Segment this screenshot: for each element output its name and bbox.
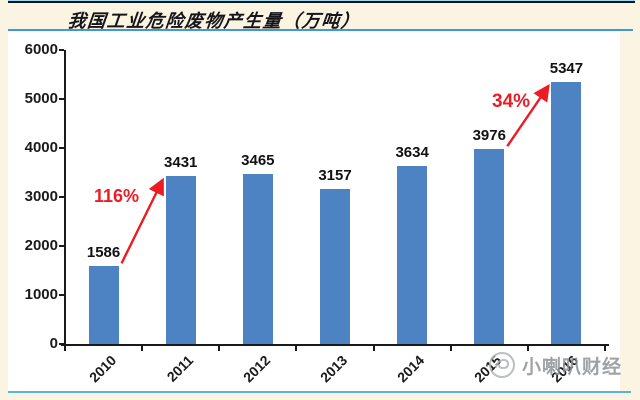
bar-2016 [551, 81, 582, 344]
bar-2012 [242, 174, 273, 344]
y-axis-tick-mark [59, 245, 64, 247]
bar-value-label: 3157 [318, 167, 352, 185]
top-border-highlight-line [8, 0, 635, 1]
y-axis-tick-label: 5000 [24, 90, 58, 107]
y-axis-tick-mark [59, 343, 64, 345]
y-axis-tick-label: 1000 [24, 286, 58, 303]
y-axis-tick-label: 3000 [24, 188, 58, 205]
growth-percent-label-2: 34% [492, 91, 531, 112]
bar-2013 [320, 189, 350, 344]
x-axis-tick-mark [449, 346, 452, 351]
x-axis-tick-mark [218, 346, 221, 351]
header-divider-line [8, 29, 633, 31]
x-axis-tick-mark [526, 346, 529, 351]
watermark-text: 小喇叭财经 [522, 356, 623, 378]
x-axis-tick-mark [141, 346, 144, 351]
bar-value-label: 3976 [472, 127, 506, 145]
x-axis-tick-mark [372, 346, 375, 351]
y-axis-tick-mark [59, 49, 64, 51]
bottom-border-line [8, 391, 631, 393]
y-axis-tick-mark [59, 147, 64, 149]
bar-value-label: 3431 [164, 153, 198, 171]
y-axis-line [64, 50, 66, 346]
bar-value-label: 3465 [241, 152, 275, 170]
growth-percent-label-1: 116% [94, 186, 140, 206]
y-axis-tick-mark [59, 294, 64, 296]
y-axis-tick-mark [59, 98, 64, 100]
y-axis-tick-label: 6000 [24, 41, 58, 58]
x-axis-tick-mark [295, 346, 298, 351]
trumpet-logo-icon [488, 351, 516, 379]
bar-value-label: 3634 [395, 143, 429, 161]
y-axis-tick-label: 2000 [24, 237, 58, 254]
y-axis-tick-mark [59, 196, 64, 198]
bar-value-label: 1586 [86, 244, 121, 262]
x-axis-tick-mark [64, 346, 66, 351]
bar-2014 [397, 165, 428, 344]
bar-2015 [474, 149, 505, 344]
bar-2010 [88, 266, 119, 344]
bar-2011 [165, 175, 196, 344]
y-axis-tick-label: 4000 [24, 139, 58, 156]
top-border-line [8, 1, 635, 3]
x-axis-tick-mark [604, 346, 606, 351]
watermark: 小喇叭财经 [488, 351, 622, 379]
bar-value-label: 5347 [549, 59, 584, 77]
x-axis-line [61, 344, 609, 346]
y-axis-tick-label: 0 [49, 335, 58, 352]
